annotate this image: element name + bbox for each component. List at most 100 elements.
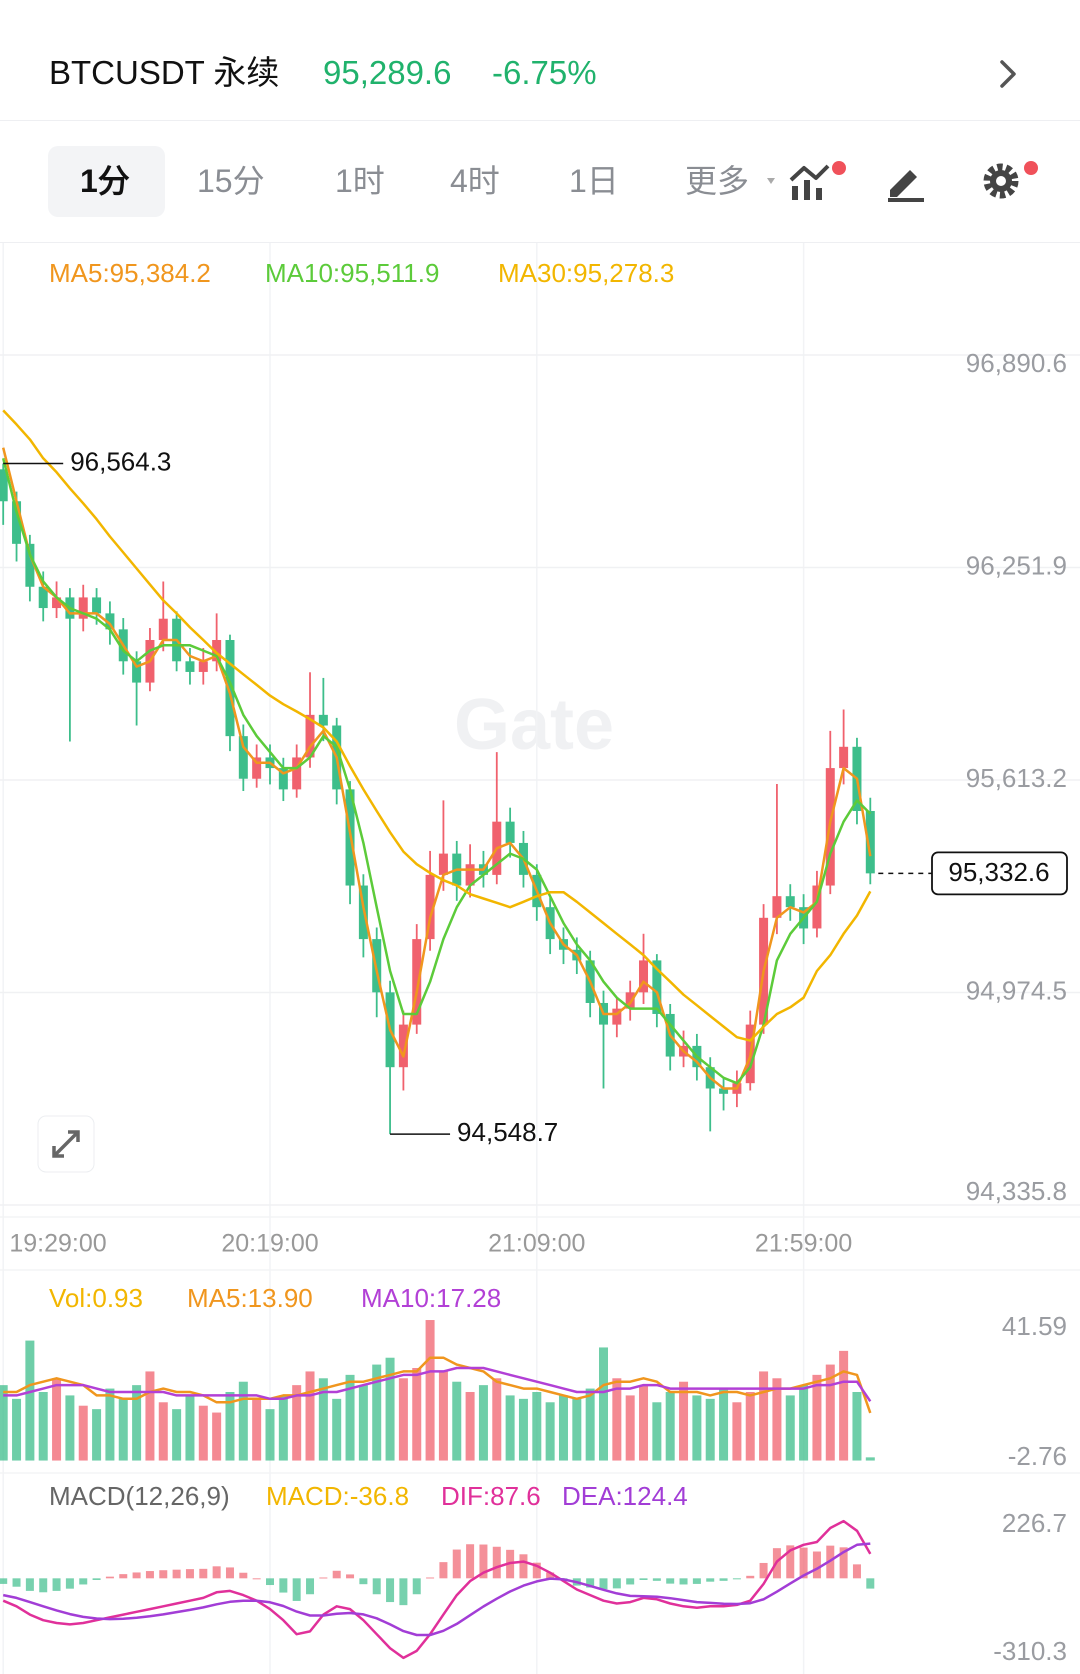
legend-entry: DEA:124.4 xyxy=(562,1481,688,1511)
draw-icon[interactable] xyxy=(884,160,928,204)
candle-body xyxy=(25,543,35,587)
expand-button[interactable] xyxy=(37,1115,95,1173)
candle-body xyxy=(772,896,782,918)
macd-bar xyxy=(239,1572,248,1579)
candle-body xyxy=(639,960,649,993)
macd-bar xyxy=(746,1575,755,1579)
volume-bar xyxy=(852,1391,862,1461)
tab[interactable]: 1日 xyxy=(569,163,619,199)
macd-bar xyxy=(839,1547,848,1579)
macd-bar xyxy=(372,1578,381,1595)
tab[interactable]: 4时 xyxy=(450,163,500,199)
settings-icon[interactable] xyxy=(978,156,1042,206)
tab[interactable]: 1分 xyxy=(80,163,130,199)
volume-bar xyxy=(599,1347,608,1461)
volume-bar xyxy=(38,1391,48,1461)
tab[interactable]: 更多 xyxy=(685,163,750,199)
y-tick-label: 94,335.8 xyxy=(966,1176,1067,1206)
macd-bar xyxy=(306,1578,315,1595)
volume-bar xyxy=(558,1395,568,1461)
volume-bar xyxy=(545,1402,555,1461)
legend-entry: MA30:95,278.3 xyxy=(498,258,674,288)
volume-bar xyxy=(825,1364,835,1461)
macd-bar xyxy=(39,1578,48,1593)
macd-bar xyxy=(652,1578,661,1581)
macd-bar xyxy=(612,1578,621,1589)
macd-bar xyxy=(812,1551,821,1579)
candle-body xyxy=(132,661,142,683)
candle-body xyxy=(12,501,22,544)
candle-body xyxy=(812,885,822,929)
macd-bar xyxy=(292,1578,301,1601)
volume-bar xyxy=(105,1388,115,1461)
volume-bar xyxy=(118,1398,128,1461)
tab[interactable]: 1时 xyxy=(335,163,385,199)
candle-body xyxy=(0,469,8,502)
macd-bar xyxy=(225,1567,234,1579)
candle-body xyxy=(652,960,662,1014)
y-tick-label: -2.76 xyxy=(1008,1441,1067,1471)
macd-bar xyxy=(332,1570,341,1579)
macd-bar xyxy=(412,1578,421,1595)
dropdown-caret xyxy=(767,178,775,184)
min-marker-label: 94,548.7 xyxy=(457,1117,558,1147)
volume-bar xyxy=(278,1395,288,1461)
indicator-line xyxy=(3,1366,872,1403)
divider xyxy=(0,242,1080,243)
macd-bar xyxy=(159,1570,168,1579)
tab[interactable]: 15分 xyxy=(197,163,265,199)
macd-bar xyxy=(706,1578,715,1582)
candle-body xyxy=(719,1088,729,1094)
candle-body xyxy=(238,736,248,779)
macd-bar xyxy=(79,1578,88,1585)
chevron-right[interactable] xyxy=(990,56,1026,92)
volume-bar xyxy=(612,1378,622,1461)
candle-body xyxy=(212,639,222,662)
macd-bar xyxy=(679,1578,688,1585)
candle-body xyxy=(398,1024,408,1068)
volume-bar xyxy=(465,1391,475,1461)
macd-bar xyxy=(399,1578,408,1606)
y-tick-label: 96,890.6 xyxy=(966,348,1067,378)
volume-bar xyxy=(318,1378,328,1461)
last-price: 95,289.6 xyxy=(323,54,452,91)
macd-bar xyxy=(52,1578,61,1591)
candle-body xyxy=(78,597,88,619)
macd-bar xyxy=(145,1571,154,1579)
macd-bar xyxy=(199,1568,208,1579)
indicator-line xyxy=(2,1519,872,1660)
legend-entry: MA5:95,384.2 xyxy=(49,258,211,288)
volume-bar xyxy=(305,1371,315,1461)
macd-bar xyxy=(586,1578,595,1588)
candle-body xyxy=(865,811,875,874)
candle-body xyxy=(185,661,195,672)
macd-bar xyxy=(266,1578,274,1586)
macd-bar xyxy=(319,1577,328,1579)
legend-entry: MACD(12,26,9) xyxy=(49,1481,230,1511)
volume-bar xyxy=(172,1409,182,1461)
macd-bar xyxy=(119,1574,128,1579)
macd-bar xyxy=(25,1578,34,1591)
y-tick-label: 226.7 xyxy=(1002,1508,1067,1538)
y-tick-label: 95,613.2 xyxy=(966,763,1067,793)
volume-bar xyxy=(652,1402,662,1461)
indicator-line xyxy=(1,447,872,1090)
legend-entry: DIF:87.6 xyxy=(441,1481,541,1511)
volume-bar xyxy=(158,1402,168,1461)
macd-bar xyxy=(346,1574,355,1579)
price-change: -6.75% xyxy=(492,54,597,91)
volume-bar xyxy=(732,1402,742,1461)
volume-bar xyxy=(759,1371,769,1461)
y-tick-label: 96,251.9 xyxy=(966,550,1067,580)
macd-bar xyxy=(212,1566,221,1579)
macd-bar xyxy=(532,1562,541,1579)
candle-body xyxy=(92,597,102,614)
indicator-icon[interactable] xyxy=(788,156,848,206)
volume-bar xyxy=(518,1398,528,1461)
volume-bar xyxy=(92,1409,102,1461)
y-tick-label: -310.3 xyxy=(993,1636,1067,1666)
macd-bar xyxy=(252,1578,261,1580)
volume-bar xyxy=(665,1391,675,1461)
volume-bar xyxy=(745,1391,755,1461)
